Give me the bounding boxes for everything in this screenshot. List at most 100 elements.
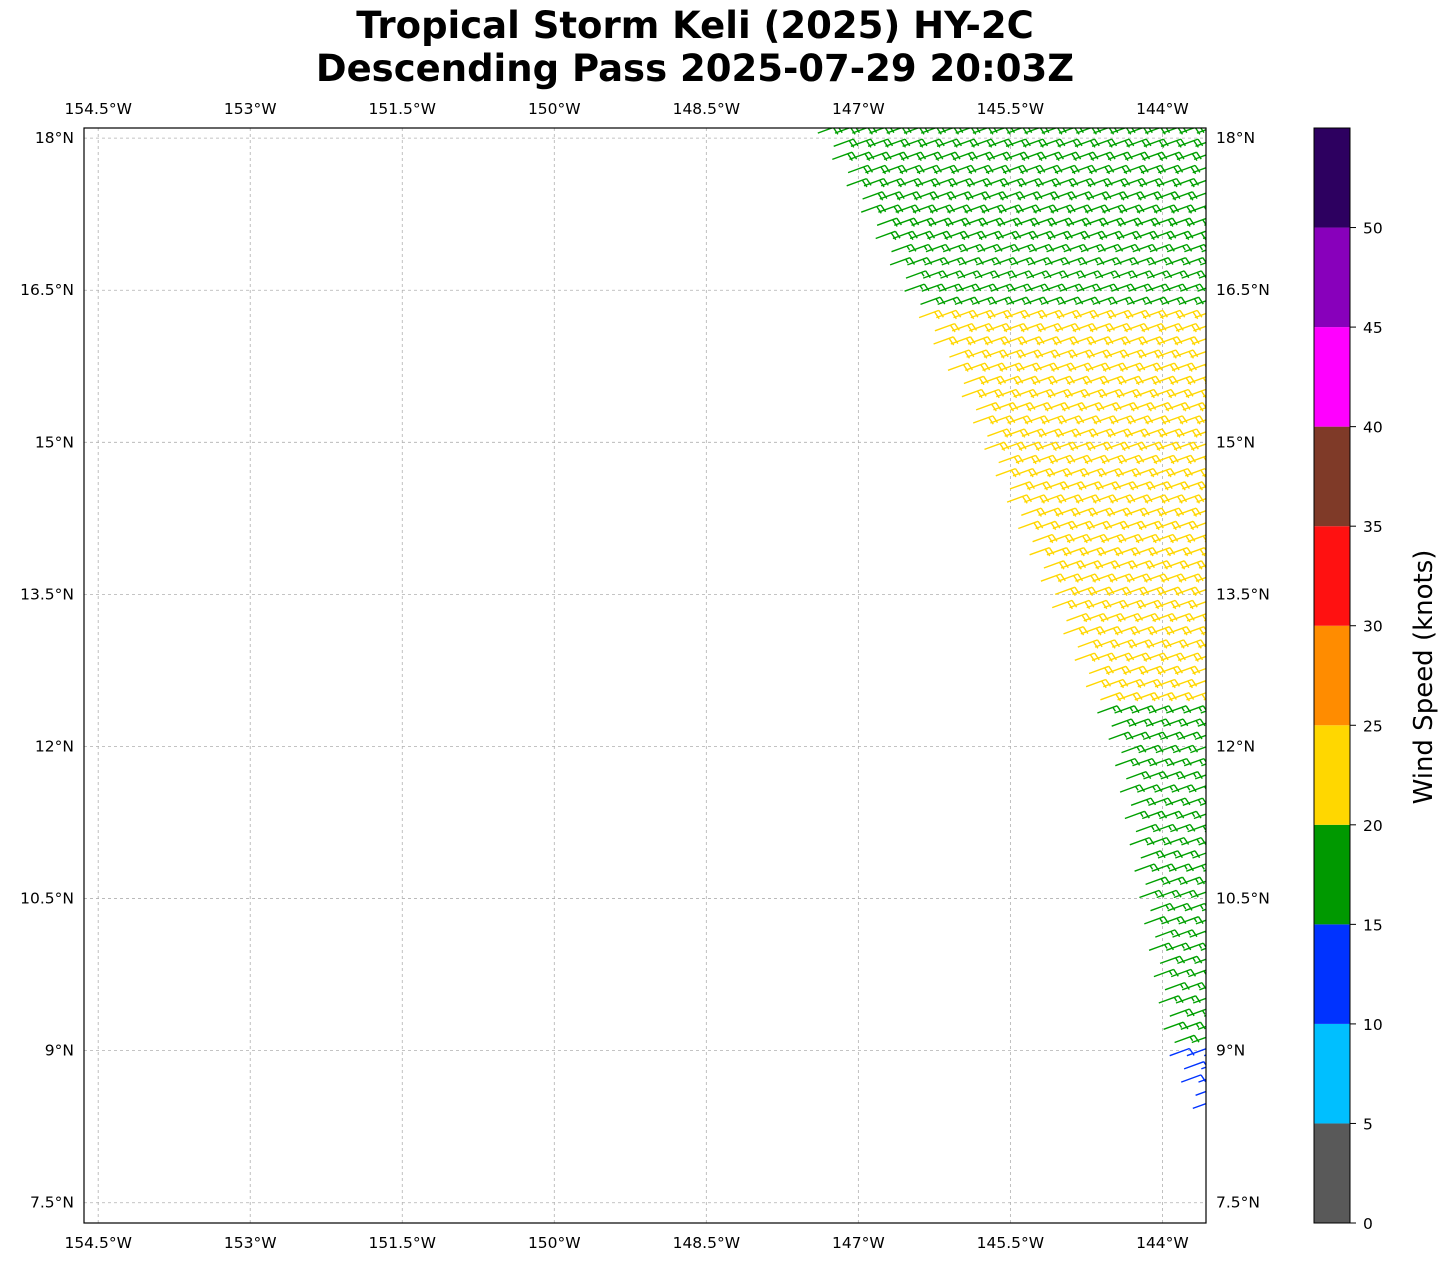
wind-barb-384 [980, 375, 1007, 386]
wind-barb-507 [1095, 481, 1122, 491]
wind-barb-17 [1110, 128, 1136, 135]
y-tick-label-right-0: 7.5°N [1216, 1194, 1260, 1212]
wind-barb-86 [1123, 164, 1149, 175]
wind-barb-84 [1089, 164, 1115, 175]
wind-barb-789 [1172, 929, 1198, 938]
wind-barb-524 [1161, 494, 1188, 504]
wind-barb-726 [1137, 784, 1163, 793]
wind-barb-99 [967, 177, 993, 188]
wind-barb-746 [1170, 823, 1196, 833]
wind-barb-161 [911, 217, 937, 227]
wind-barb-333 [950, 336, 976, 346]
wind-barb-82 [1054, 164, 1080, 175]
wind-barb-399 [961, 388, 987, 399]
wind-barb-416 [993, 402, 1019, 412]
wind-barb-101 [1001, 177, 1027, 188]
wind-barb-592 [1109, 573, 1135, 583]
y-tick-label-right-4: 13.5°N [1216, 585, 1270, 603]
wind-barb-34 [1005, 138, 1031, 148]
y-tick-label-left-2: 10.5°N [20, 890, 74, 908]
wind-barb-536 [1158, 507, 1185, 517]
wind-barb-630 [1063, 626, 1089, 636]
wind-barb-522 [1127, 494, 1153, 504]
wind-barb-255 [1146, 270, 1173, 279]
wind-barb-716 [1183, 757, 1206, 767]
wind-barb-184 [944, 230, 970, 241]
wind-barb-570 [1115, 547, 1141, 557]
wind-barb-548 [1155, 520, 1182, 531]
wind-barb-663 [1174, 665, 1201, 676]
wind-barb-455 [1159, 428, 1185, 438]
wind-barb-297 [918, 309, 944, 320]
wind-barb-102 [1018, 177, 1044, 188]
wind-barb-116 [879, 191, 905, 201]
wind-barb-539 [1211, 508, 1235, 516]
wind-barb-2 [852, 128, 878, 135]
wind-barb-294 [1178, 296, 1204, 306]
wind-barb-258 [1198, 274, 1206, 279]
wind-barb-739 [1141, 810, 1168, 820]
wind-barb-415 [975, 402, 1002, 412]
wind-barb-202 [908, 243, 934, 253]
wind-barb-299 [953, 309, 979, 320]
wind-barb-407 [1099, 388, 1125, 399]
wind-barb-727 [1154, 784, 1180, 793]
wind-barb-400 [978, 388, 1005, 399]
wind-barb-391 [1101, 375, 1127, 386]
wind-barb-785 [1178, 916, 1204, 925]
wind-barb-838 [1192, 1102, 1206, 1110]
wind-barb-534 [1124, 507, 1150, 517]
wind-barb-83 [1071, 164, 1098, 175]
wind-barb-757 [1157, 850, 1183, 859]
wind-barb-403 [1030, 388, 1056, 399]
wind-barb-111 [1173, 177, 1200, 188]
wind-barb-550 [1190, 522, 1206, 530]
wind-barb-616 [1172, 599, 1198, 610]
wind-barb-379 [1171, 362, 1197, 372]
wind-barb-217 [1166, 243, 1193, 253]
wind-barb-292 [1144, 296, 1170, 306]
wind-barb-505 [1061, 481, 1087, 491]
wind-barb-514 [1217, 482, 1241, 490]
wind-barb-617 [1189, 601, 1206, 609]
wind-barb-607 [1192, 588, 1206, 596]
wind-barb-56 [987, 151, 1013, 161]
y-tick-label-left-4: 13.5°N [20, 585, 74, 603]
wind-barb-759 [1192, 852, 1206, 859]
wind-barb-13 [1041, 128, 1067, 135]
wind-barb-142 [947, 204, 973, 214]
wind-barb-468 [1139, 441, 1165, 451]
wind-barb-387 [1032, 375, 1058, 386]
wind-barb-253 [1112, 270, 1138, 279]
wind-barb-467 [1122, 441, 1148, 451]
wind-barb-438 [1110, 415, 1136, 425]
wind-barb-361 [1155, 349, 1182, 359]
wind-barb-218 [1184, 243, 1206, 253]
wind-barb-766 [1221, 864, 1245, 871]
wind-barb-160 [894, 217, 920, 227]
wind-barb-580 [1095, 560, 1121, 570]
wind-barb-526 [1196, 497, 1206, 503]
wind-barb-315 [934, 322, 960, 333]
wind-barb-450 [1073, 428, 1099, 438]
wind-barb-822 [1215, 1022, 1239, 1029]
wind-barb-622 [1100, 612, 1126, 623]
wind-barb-421 [1079, 402, 1105, 412]
wind-barb-249 [1043, 270, 1069, 279]
x-tick-label-top-2: 151.5°W [369, 100, 436, 118]
wind-barb-57 [1004, 151, 1030, 161]
wind-barb-648 [1216, 640, 1240, 648]
wind-barb-813 [1192, 997, 1206, 1004]
wind-barb-594 [1144, 573, 1170, 583]
wind-barb-713 [1132, 757, 1158, 767]
wind-barb-20 [1162, 128, 1188, 135]
wind-barb-496 [1133, 467, 1159, 478]
wind-barb-802 [1153, 968, 1179, 978]
wind-barb-554 [1049, 533, 1075, 544]
wind-barb-599 [1054, 586, 1081, 596]
y-tick-label-right-1: 9°N [1216, 1042, 1245, 1060]
wind-barb-367 [965, 362, 991, 372]
wind-barb-310 [1142, 309, 1168, 320]
wind-barb-214 [1115, 243, 1141, 253]
wind-barb-303 [1022, 309, 1048, 320]
